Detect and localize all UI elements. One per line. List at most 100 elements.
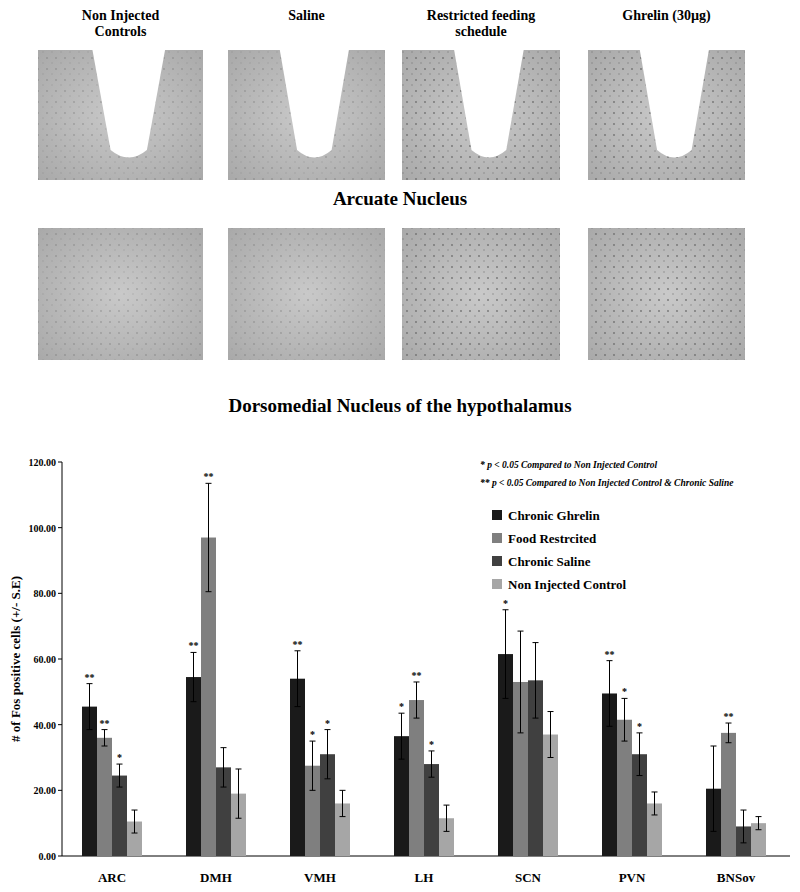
error-cap bbox=[726, 723, 732, 724]
micrograph bbox=[228, 50, 385, 180]
error-cap bbox=[399, 759, 405, 760]
error-cap bbox=[191, 652, 197, 653]
error-cap bbox=[533, 642, 539, 643]
error-bar bbox=[325, 730, 331, 779]
significance: * bbox=[503, 598, 508, 609]
micrograph bbox=[402, 50, 560, 180]
tissue bbox=[38, 228, 203, 360]
error-line bbox=[134, 810, 135, 833]
significance: * bbox=[637, 721, 642, 732]
error-cap bbox=[295, 706, 301, 707]
error-cap bbox=[444, 805, 450, 806]
error-cap bbox=[340, 816, 346, 817]
error-line bbox=[639, 733, 640, 776]
error-bar bbox=[236, 769, 242, 818]
column-title-line: Saline bbox=[288, 8, 325, 23]
error-bar bbox=[711, 746, 717, 831]
error-cap bbox=[340, 790, 346, 791]
figure: Non InjectedControlsSalineRestricted fee… bbox=[0, 0, 800, 892]
error-bar bbox=[295, 651, 301, 707]
error-bar bbox=[444, 805, 450, 831]
error-cap bbox=[310, 790, 316, 791]
cells bbox=[228, 50, 385, 180]
error-line bbox=[505, 610, 506, 699]
row-caption: Dorsomedial Nucleus of the hypothalamus bbox=[228, 395, 571, 416]
column-title-line: schedule bbox=[455, 24, 506, 39]
ventricle bbox=[280, 50, 349, 158]
error-bar bbox=[340, 790, 346, 816]
error-cap bbox=[711, 831, 717, 832]
error-cap bbox=[503, 609, 509, 610]
micrograph bbox=[228, 228, 385, 360]
bar bbox=[721, 733, 736, 856]
cells bbox=[228, 228, 385, 360]
error-cap bbox=[607, 660, 613, 661]
ventricle bbox=[640, 50, 709, 158]
y-tick bbox=[58, 856, 62, 857]
significance: ** bbox=[293, 639, 303, 650]
error-cap bbox=[533, 718, 539, 719]
error-bar bbox=[726, 723, 732, 743]
tissue bbox=[402, 50, 560, 180]
cells bbox=[38, 228, 203, 360]
legend-swatch bbox=[492, 579, 502, 589]
error-line bbox=[342, 790, 343, 816]
legend-label: Non Injected Control bbox=[508, 577, 627, 592]
cells bbox=[402, 228, 560, 360]
bar bbox=[409, 700, 424, 856]
x-tick-label: VMH bbox=[304, 870, 336, 885]
error-bar bbox=[399, 713, 405, 759]
tissue bbox=[228, 228, 385, 360]
column-title-line: Ghrelin (30µg) bbox=[622, 8, 711, 24]
error-cap bbox=[102, 729, 108, 730]
cells bbox=[588, 228, 745, 360]
legend-swatch bbox=[492, 510, 502, 520]
significance: * bbox=[325, 718, 330, 729]
tissue bbox=[588, 228, 745, 360]
error-cap bbox=[518, 631, 524, 632]
error-line bbox=[238, 769, 239, 818]
error-cap bbox=[87, 683, 93, 684]
error-cap bbox=[444, 831, 450, 832]
error-cap bbox=[607, 726, 613, 727]
column-title: Non InjectedControls bbox=[82, 8, 160, 39]
error-bar bbox=[132, 810, 138, 833]
x-tick-label: BNSov bbox=[717, 870, 756, 885]
column-title: Saline bbox=[288, 8, 325, 23]
error-cap bbox=[726, 742, 732, 743]
significance: * bbox=[399, 701, 404, 712]
error-line bbox=[297, 651, 298, 707]
error-bar bbox=[87, 684, 93, 730]
error-cap bbox=[652, 791, 658, 792]
micrograph bbox=[402, 228, 560, 360]
error-cap bbox=[503, 698, 509, 699]
error-cap bbox=[622, 698, 628, 699]
column-title-line: Non Injected bbox=[82, 8, 160, 23]
error-bar bbox=[637, 733, 643, 776]
y-tick bbox=[58, 527, 62, 528]
error-bar bbox=[548, 712, 554, 758]
error-line bbox=[654, 792, 655, 815]
error-cap bbox=[741, 810, 747, 811]
error-cap bbox=[236, 818, 242, 819]
error-cap bbox=[414, 718, 420, 719]
y-axis-label: # of Fos positive cells (+/- S.E) bbox=[8, 576, 23, 742]
error-line bbox=[609, 661, 610, 727]
y-tick bbox=[58, 659, 62, 660]
error-line bbox=[223, 748, 224, 787]
significance-labels: ************************ bbox=[85, 471, 734, 763]
error-bar bbox=[102, 730, 108, 746]
error-cap bbox=[191, 701, 197, 702]
error-line bbox=[327, 730, 328, 779]
error-cap bbox=[414, 681, 420, 682]
significance: ** bbox=[724, 711, 734, 722]
ventricle bbox=[92, 50, 165, 158]
bars bbox=[82, 483, 766, 856]
x-tick-label: DMH bbox=[200, 870, 232, 885]
error-line bbox=[713, 746, 714, 831]
x-tick-label: LH bbox=[415, 870, 434, 885]
error-bar bbox=[741, 810, 747, 843]
error-cap bbox=[117, 764, 123, 765]
error-bar bbox=[652, 792, 658, 815]
error-bar bbox=[756, 817, 762, 830]
